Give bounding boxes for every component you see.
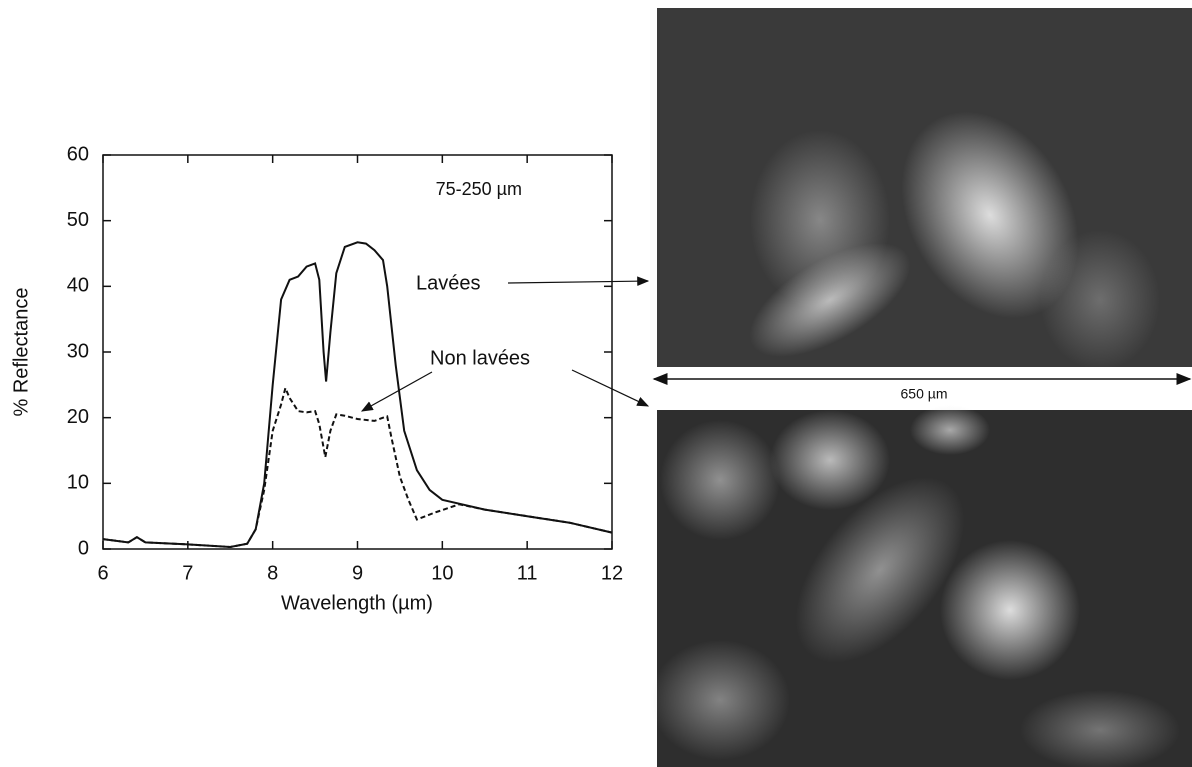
y-tick-label: 60 (67, 143, 89, 165)
y-tick-label: 30 (67, 340, 89, 362)
annotation-arrow (507, 276, 650, 286)
series-line (102, 241, 613, 549)
annotation-arrow (360, 371, 433, 412)
x-tick-label: 10 (431, 562, 453, 584)
y-tick-label: 10 (67, 472, 89, 494)
photo-top (657, 8, 1192, 370)
series-label: Non lavées (430, 347, 530, 369)
y-tick-label: 20 (67, 406, 89, 428)
x-tick-label: 8 (267, 562, 278, 584)
y-tick-label: 40 (67, 275, 89, 297)
plot-frame (102, 154, 613, 550)
x-tick-label: 11 (517, 562, 538, 584)
scale-label: 650 µm (901, 386, 948, 402)
series-line (102, 385, 613, 549)
x-tick-label: 6 (97, 562, 108, 584)
y-axis-label: % Reflectance (10, 288, 32, 417)
y-tick-label: 0 (78, 537, 89, 559)
x-tick-label: 9 (352, 562, 363, 584)
annotation-arrow (571, 369, 650, 407)
y-tick-label: 50 (67, 209, 89, 231)
photo-bottom (650, 405, 1192, 767)
annotation: 75-250 µm (436, 179, 522, 199)
series-label: Lavées (416, 272, 481, 294)
x-tick-label: 12 (601, 562, 623, 584)
x-axis-label: Wavelength (µm) (281, 592, 433, 614)
x-tick-label: 7 (182, 562, 193, 584)
